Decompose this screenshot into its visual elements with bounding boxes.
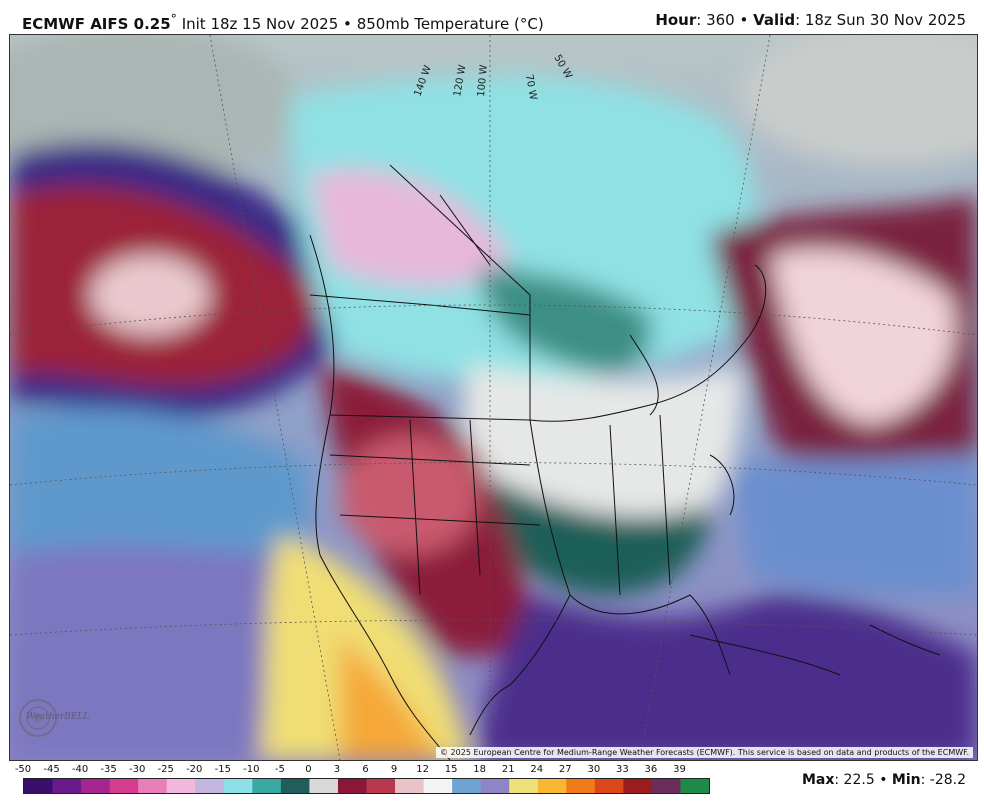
lon-label-100w: 100 W [476,64,490,97]
scale-tick-label: 21 [501,764,515,775]
scale-tick-label: 30 [587,764,601,775]
model-name: ECMWF AIFS 0.25 [22,15,171,33]
map-header: ECMWF AIFS 0.25° Init 18z 15 Nov 2025 • … [0,0,984,34]
scale-swatch [166,779,196,793]
scale-tick-label: 18 [473,764,487,775]
scale-tick-labels: -50 -45 -40 -35 -30 -25 -20 -15 -10 -5 0 3 6 9 12 15 18 2… [15,764,715,778]
scale-tick-label: -10 [243,764,260,775]
scale-swatch [195,779,225,793]
lat-lon-grid [10,35,977,760]
min-value: : -28.2 [920,772,966,788]
scale-tick-label: -40 [71,764,89,775]
hour-label: Hour [655,11,697,29]
scale-tick-label: 3 [333,764,341,775]
scale-tick-label: 6 [362,764,369,775]
scale-swatch [452,779,482,793]
scale-swatch [480,779,510,793]
scale-swatch [566,779,596,793]
scale-swatch [623,779,653,793]
scale-tick-label: 9 [390,764,398,775]
scale-tick-label: -5 [274,764,285,775]
temperature-field [10,35,977,760]
scale-swatch [680,779,709,793]
scale-tick-label: -45 [43,764,60,775]
scale-swatch [138,779,168,793]
scale-tick-label: -30 [128,764,146,775]
map-canvas: 140 W 120 W 100 W 70 W 50 W [10,35,977,760]
scale-swatch [337,779,367,793]
forecast-info: Hour: 360 • Valid: 18z Sun 30 Nov 2025 [655,11,966,29]
scale-tick-label: -20 [186,764,203,775]
valid-label: Valid [753,11,796,29]
scale-swatch [252,779,282,793]
field-name: 850mb Temperature (°C) [356,15,544,33]
max-label: Max [801,772,835,788]
info-separator: • [739,11,749,29]
scale-color-bar [23,778,710,794]
max-min-stats: Max: 22.5 • Min: -28.2 [802,772,966,788]
scale-tick-label: 12 [416,764,429,775]
scale-swatch [366,779,396,793]
scale-swatch [537,779,567,793]
scale-tick-label: 0 [305,764,312,775]
scale-swatch [81,779,111,793]
scale-tick-label: -35 [100,764,117,775]
stats-separator: • [879,772,888,788]
color-scale: -50 -45 -40 -35 -30 -25 -20 -15 -10 -5 0 3 6 9 12 15 18 2… [15,764,715,804]
scale-swatch [509,779,539,793]
scale-swatch [52,779,82,793]
init-time: Init 18z 15 Nov 2025 [181,15,339,33]
scale-swatch [395,779,425,793]
lon-label-70w: 70 W [523,74,538,101]
scale-swatch [280,779,310,793]
scale-swatch [594,779,624,793]
scale-swatch [109,779,139,793]
coastlines-and-borders [309,164,941,760]
scale-tick-label: 39 [673,764,686,775]
scale-tick-label: -50 [14,764,32,775]
scale-swatch [24,779,54,793]
valid-value: : 18z Sun 30 Nov 2025 [795,11,966,29]
title-separator: • [343,15,352,33]
map-title: ECMWF AIFS 0.25° Init 18z 15 Nov 2025 • … [22,11,544,33]
scale-tick-label: 24 [530,764,544,775]
temperature-map[interactable]: 140 W 120 W 100 W 70 W 50 W WeatherBELL … [9,34,978,761]
scale-swatch [423,779,453,793]
hour-value: : 360 [696,11,735,29]
ecmwf-credit: © 2025 European Centre for Medium-Range … [436,747,973,758]
scale-tick-label: -25 [157,764,174,775]
scale-tick-label: 33 [616,764,629,775]
scale-swatch [309,779,339,793]
weatherbell-logo: WeatherBELL [16,696,94,740]
scale-tick-label: -15 [214,764,231,775]
logo-swirl-icon [19,699,57,737]
scale-swatch [223,779,253,793]
degree-symbol: ° [170,11,177,26]
scale-tick-label: 36 [644,764,658,775]
min-label: Min [891,772,921,788]
logo-text: WeatherBELL [26,712,90,722]
max-value: : 22.5 [834,772,875,788]
scale-tick-label: 15 [444,764,458,775]
scale-swatch [651,779,681,793]
scale-tick-label: 27 [558,764,572,775]
